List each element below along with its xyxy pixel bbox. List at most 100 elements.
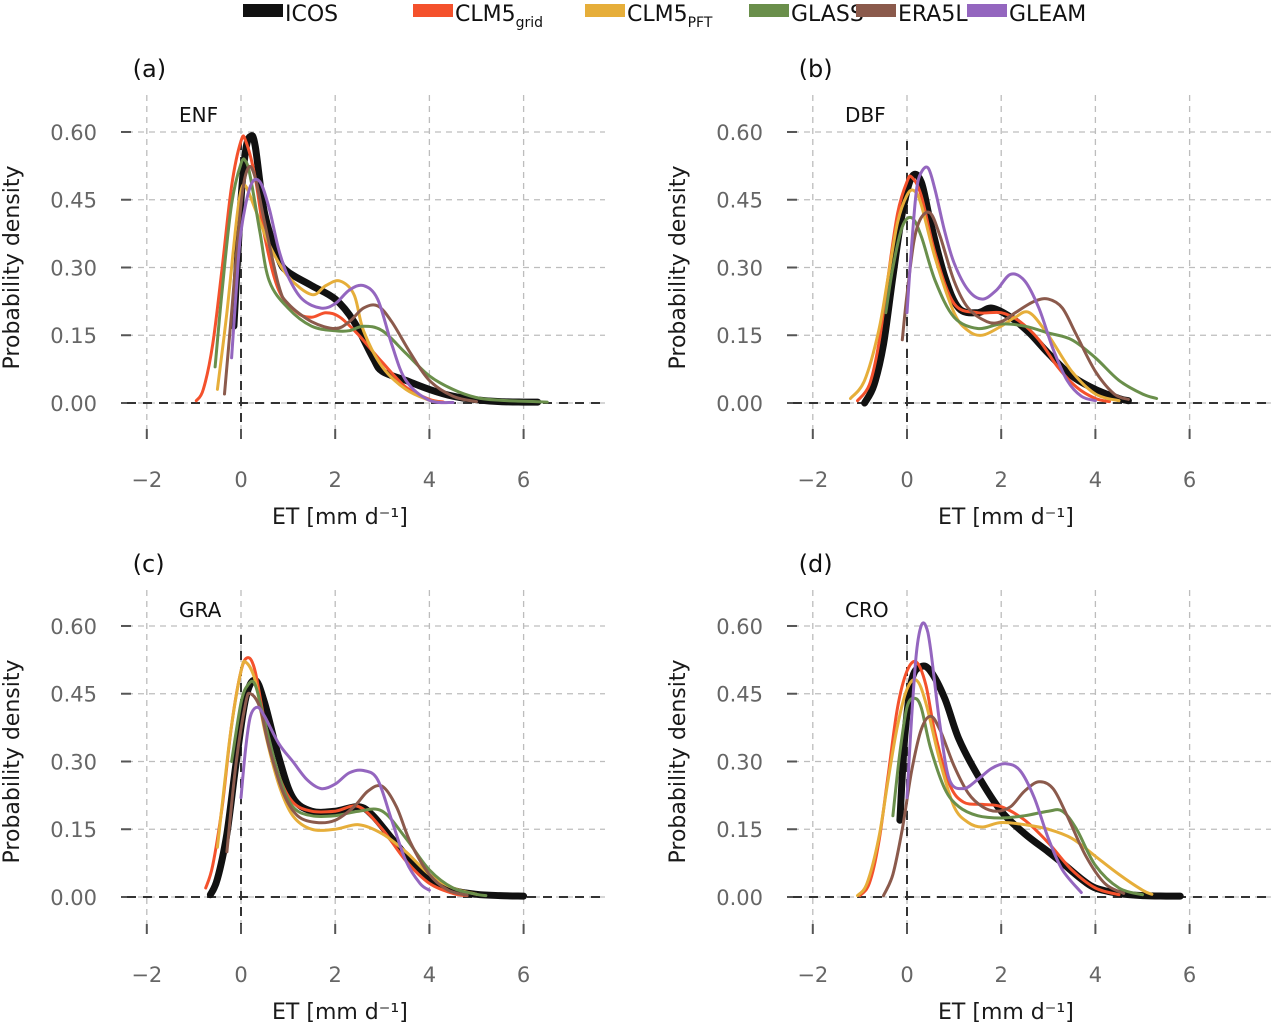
legend-item-era5l: ERA5L <box>856 2 968 27</box>
panel-letter: (b) <box>799 55 833 83</box>
y-tick-label: 0.60 <box>50 121 97 145</box>
panel-type-label: GRA <box>179 598 222 622</box>
legend-label: CLM5grid <box>455 2 543 31</box>
series-line-glass <box>230 679 488 898</box>
y-tick-label: 0.45 <box>716 189 763 213</box>
y-tick-label: 0.15 <box>50 324 97 348</box>
y-tick-label: 0.45 <box>716 683 763 707</box>
series-line-glass <box>884 215 1159 400</box>
x-tick-label: −2 <box>131 468 162 492</box>
x-tick-label: 0 <box>900 468 913 492</box>
legend-swatch <box>967 4 1007 17</box>
series-line-era5l <box>882 714 1126 898</box>
legend-label: GLEAM <box>1009 2 1086 27</box>
y-tick-label: 0.30 <box>50 750 97 774</box>
y-tick-label: 0.30 <box>716 256 763 280</box>
legend: ICOS CLM5grid CLM5PFT GLASS ERA5L GLEAM <box>243 2 1086 31</box>
x-tick-label: 0 <box>900 963 913 987</box>
y-tick-label: 0.00 <box>716 392 763 416</box>
panel-c: −2 0 2 4 6 0.00 0.15 0.30 0.45 0.60 ET [mm d⁻¹] Pro… <box>0 550 605 1025</box>
series-line-clm5grid <box>856 174 1111 404</box>
series-line-gleam <box>239 705 431 892</box>
y-axis-label: Probability density <box>666 166 691 370</box>
y-tick-label: 0.60 <box>716 121 763 145</box>
x-tick-label: −2 <box>797 963 828 987</box>
legend-label: CLM5PFT <box>627 2 713 31</box>
x-tick-label: 2 <box>995 963 1008 987</box>
x-tick-label: 4 <box>1089 468 1102 492</box>
series-line-glass <box>213 157 549 404</box>
y-tick-label: 0.15 <box>50 818 97 842</box>
x-tick-label: 6 <box>1183 468 1196 492</box>
x-tick-label: 6 <box>517 963 530 987</box>
legend-swatch <box>749 4 789 17</box>
x-tick-label: 4 <box>1089 963 1102 987</box>
series-line-era5l <box>225 691 469 897</box>
legend-item-icos: ICOS <box>243 2 338 27</box>
x-tick-label: 6 <box>1183 963 1196 987</box>
legend-item-clm5grid: CLM5grid <box>413 2 543 31</box>
x-tick-label: 0 <box>234 468 247 492</box>
x-axis-label: ET [mm d⁻¹] <box>938 505 1074 530</box>
series-line-gleam <box>905 621 1083 894</box>
series-line-clm5pft <box>215 659 478 896</box>
y-tick-label: 0.30 <box>716 750 763 774</box>
y-tick-label: 0.00 <box>716 886 763 910</box>
series-line-icos <box>206 676 528 900</box>
y-tick-label: 0.15 <box>716 818 763 842</box>
panel-type-background <box>841 594 906 622</box>
series-line-gleam <box>230 177 455 405</box>
x-tick-label: 6 <box>517 468 530 492</box>
series-line-gleam <box>905 165 1097 403</box>
y-tick-label: 0.45 <box>50 189 97 213</box>
x-axis-label: ET [mm d⁻¹] <box>938 1000 1074 1025</box>
x-tick-label: 2 <box>995 468 1008 492</box>
y-axis-label: Probability density <box>666 660 691 864</box>
series-line-era5l <box>223 164 478 404</box>
y-axis-label: Probability density <box>0 660 25 864</box>
legend-item-clm5pft: CLM5PFT <box>585 2 713 31</box>
y-tick-label: 0.00 <box>50 886 97 910</box>
y-tick-label: 0.00 <box>50 392 97 416</box>
panel-type-background <box>175 99 240 127</box>
panel-letter: (a) <box>133 55 166 83</box>
x-tick-label: −2 <box>131 963 162 987</box>
y-tick-label: 0.60 <box>50 615 97 639</box>
panel-letter: (c) <box>133 550 165 578</box>
panel-type-label: DBF <box>845 103 886 127</box>
legend-label: ICOS <box>285 2 338 27</box>
panel-d: −2 0 2 4 6 0.00 0.15 0.30 0.45 0.60 ET [mm d⁻¹] Pro… <box>666 550 1271 1025</box>
x-tick-label: −2 <box>797 468 828 492</box>
legend-item-gleam: GLEAM <box>967 2 1086 27</box>
x-tick-label: 0 <box>234 963 247 987</box>
series-line-icos <box>896 662 1184 900</box>
series-line-icos <box>230 132 542 406</box>
y-tick-label: 0.45 <box>50 683 97 707</box>
y-tick-label: 0.30 <box>50 256 97 280</box>
x-axis-label: ET [mm d⁻¹] <box>272 1000 408 1025</box>
panel-type-label: ENF <box>179 103 218 127</box>
series-line-clm5pft <box>215 183 441 404</box>
legend-label: GLASS <box>791 2 864 27</box>
legend-label: ERA5L <box>898 2 968 27</box>
series-line-clm5grid <box>194 134 445 404</box>
y-tick-label: 0.60 <box>716 615 763 639</box>
x-tick-label: 4 <box>423 963 436 987</box>
panel-a: −2 0 2 4 6 0.00 0.15 0.30 0.45 0.60 ET [mm d⁻¹] Pro… <box>0 55 605 530</box>
panel-letter: (d) <box>799 550 833 578</box>
x-axis-label: ET [mm d⁻¹] <box>272 505 408 530</box>
series-line-era5l <box>900 210 1130 401</box>
x-tick-label: 4 <box>423 468 436 492</box>
y-axis-label: Probability density <box>0 166 25 370</box>
panel-type-background <box>841 99 906 127</box>
legend-swatch <box>413 4 453 17</box>
x-tick-label: 2 <box>329 468 342 492</box>
y-tick-label: 0.15 <box>716 324 763 348</box>
panel-b: −2 0 2 4 6 0.00 0.15 0.30 0.45 0.60 ET [mm d⁻¹] Pro… <box>666 55 1271 530</box>
legend-swatch <box>243 4 283 17</box>
series-line-clm5pft <box>856 678 1154 898</box>
panel-type-background <box>175 594 240 622</box>
legend-swatch <box>856 4 896 17</box>
legend-item-glass: GLASS <box>749 2 864 27</box>
